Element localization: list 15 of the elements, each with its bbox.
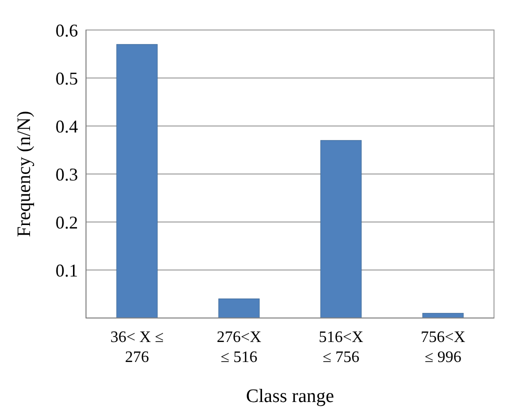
y-tick-label: 0.6 (56, 20, 78, 40)
x-tick-label: 36< X ≤ 276 (110, 329, 164, 366)
y-tick-label: 0.2 (56, 212, 78, 232)
x-axis-title: Class range (246, 386, 334, 407)
y-tick-label: 0.3 (56, 164, 78, 184)
y-tick-label: 0.1 (56, 260, 78, 280)
y-tick-label: 0.5 (56, 68, 78, 88)
y-tick-label: 0.4 (56, 116, 78, 136)
x-tick-label: 756<X ≤ 996 (420, 329, 466, 366)
bar (116, 44, 158, 318)
x-tick-label: 276<X ≤ 516 (216, 329, 262, 366)
y-axis-title: Frequency (n/N) (14, 110, 35, 238)
bar (218, 298, 260, 318)
bar (320, 140, 362, 318)
x-tick-label: 516<X ≤ 756 (318, 329, 364, 366)
